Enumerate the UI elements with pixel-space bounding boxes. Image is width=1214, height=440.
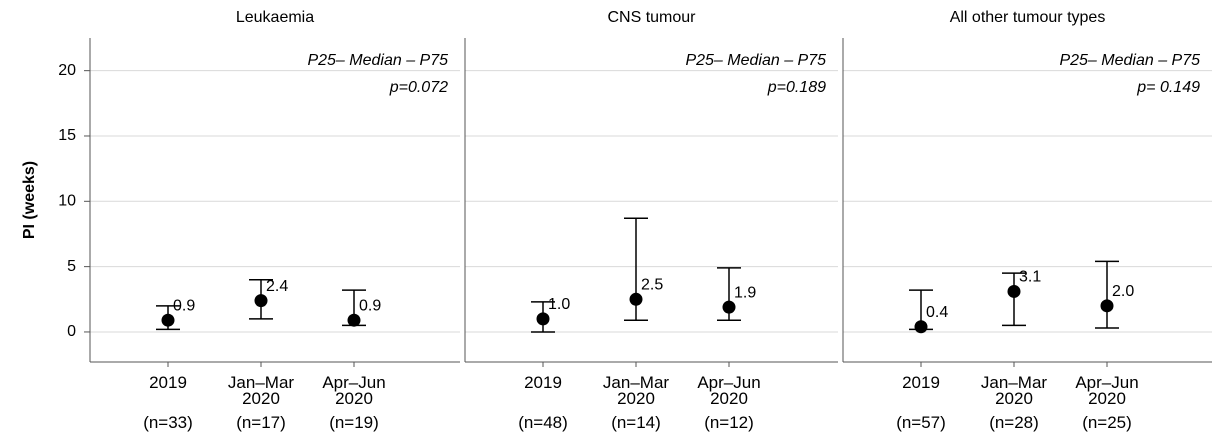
x-tick-label: Apr–Jun 2020 (697, 373, 761, 408)
median-point (254, 294, 268, 308)
x-tick-label: Apr–Jun 2020 (1075, 373, 1139, 408)
y-tick-label: 5 (67, 258, 76, 275)
median-point (722, 300, 736, 314)
median-point (347, 313, 361, 327)
median-point (161, 313, 175, 327)
y-tick-label: 10 (58, 193, 76, 210)
panel-title: All other tumour types (950, 9, 1106, 26)
x-tick-label: Jan–Mar 2020 (980, 373, 1048, 408)
median-point (629, 292, 643, 306)
n-label: (n=33) (143, 413, 193, 432)
x-tick-label: Jan–Mar 2020 (227, 373, 295, 408)
annotation: P25– Median – P75 (1059, 52, 1200, 69)
value-label: 3.1 (1019, 269, 1041, 286)
value-label: 2.5 (641, 277, 663, 294)
median-point (536, 312, 550, 326)
median-point (1007, 284, 1021, 298)
n-label: (n=14) (611, 413, 661, 432)
n-label: (n=48) (518, 413, 568, 432)
x-tick-label: Apr–Jun 2020 (322, 373, 386, 408)
n-label: (n=12) (704, 413, 754, 432)
value-label: 0.4 (926, 304, 948, 321)
n-label: (n=57) (896, 413, 946, 432)
panel-title: Leukaemia (236, 9, 314, 26)
x-tick-label: 2019 (149, 373, 187, 392)
value-label: 2.0 (1112, 283, 1134, 300)
n-label: (n=28) (989, 413, 1039, 432)
value-label: 2.4 (266, 278, 288, 295)
x-tick-label: 2019 (902, 373, 940, 392)
median-point (914, 320, 928, 334)
p-value: p=0.072 (389, 79, 448, 96)
n-label: (n=19) (329, 413, 379, 432)
annotation: P25– Median – P75 (307, 52, 448, 69)
panel-title: CNS tumour (607, 9, 696, 26)
annotation: P25– Median – P75 (685, 52, 826, 69)
value-label: 0.9 (359, 297, 381, 314)
x-tick-label: Jan–Mar 2020 (602, 373, 670, 408)
p-value: p=0.189 (767, 79, 826, 96)
x-tick-label: 2019 (524, 373, 562, 392)
y-tick-label: 0 (67, 323, 76, 340)
y-tick-label: 20 (58, 62, 76, 79)
value-label: 1.0 (548, 296, 570, 313)
n-label: (n=25) (1082, 413, 1132, 432)
p-value: p= 0.149 (1136, 79, 1200, 96)
y-tick-label: 15 (58, 127, 76, 144)
y-axis-title: PI (weeks) (21, 161, 38, 239)
value-label: 1.9 (734, 284, 756, 301)
median-point (1100, 299, 1114, 313)
value-label: 0.9 (173, 297, 195, 314)
n-label: (n=17) (236, 413, 286, 432)
